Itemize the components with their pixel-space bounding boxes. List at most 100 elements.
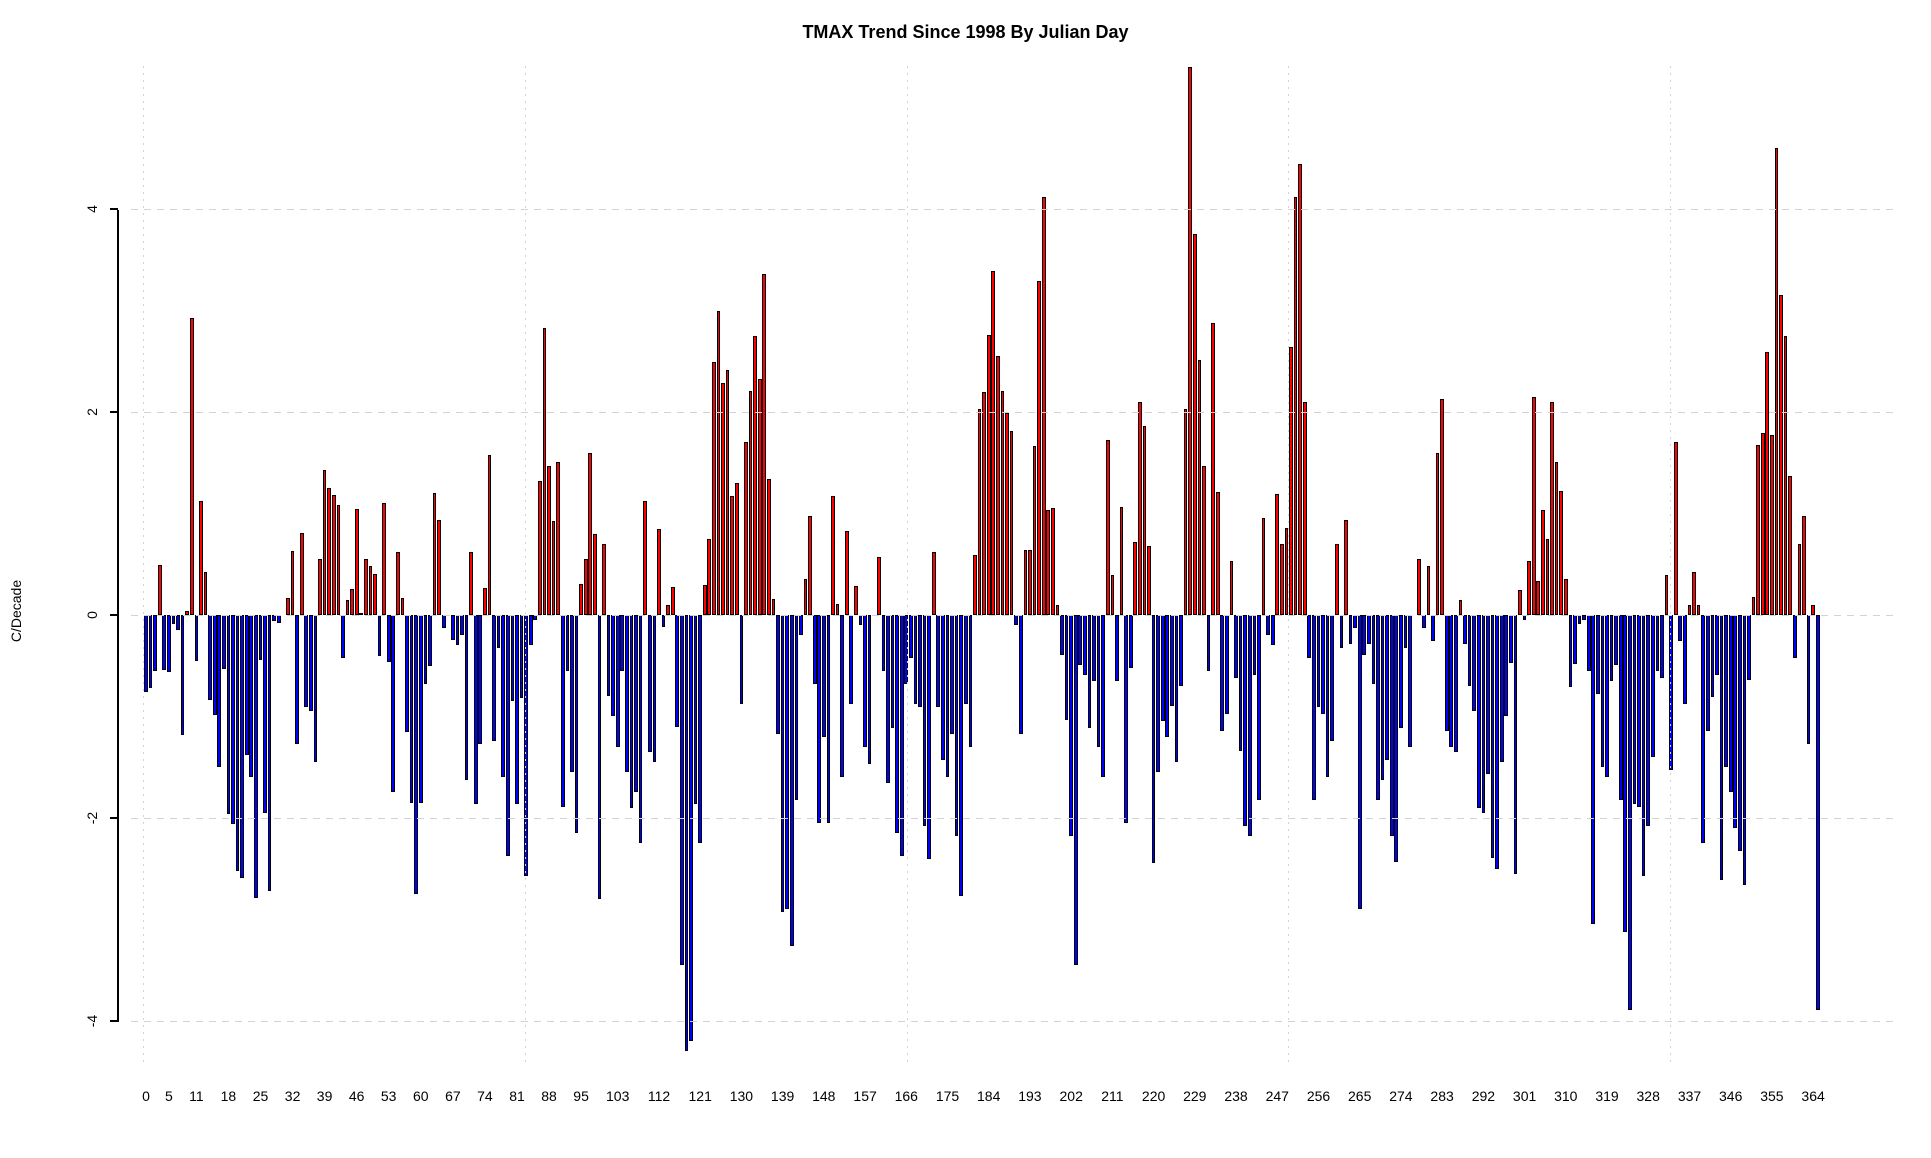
bar bbox=[789, 615, 794, 946]
bar bbox=[1705, 615, 1710, 731]
bar bbox=[354, 508, 359, 615]
gridline-h bbox=[131, 615, 1895, 616]
bar bbox=[1550, 402, 1554, 615]
bar bbox=[1792, 615, 1797, 658]
bar bbox=[1394, 615, 1399, 863]
bar bbox=[1403, 615, 1408, 649]
y-tick-label: -4 bbox=[84, 1014, 100, 1027]
bar bbox=[808, 515, 812, 615]
bar bbox=[776, 615, 780, 734]
bar bbox=[1760, 433, 1765, 615]
bar bbox=[611, 615, 615, 717]
bar bbox=[712, 361, 716, 615]
x-tick-label: 112 bbox=[647, 1088, 671, 1104]
bar bbox=[208, 615, 212, 701]
bar bbox=[1321, 615, 1325, 715]
bar bbox=[483, 587, 487, 615]
bar bbox=[1215, 492, 1220, 615]
bar bbox=[725, 369, 730, 615]
bar bbox=[950, 615, 954, 734]
bar bbox=[1032, 445, 1037, 615]
bar bbox=[1174, 615, 1179, 763]
bar bbox=[1765, 352, 1770, 615]
bar bbox=[1371, 615, 1376, 684]
bar bbox=[963, 615, 968, 705]
x-tick-label: 88 bbox=[541, 1088, 557, 1104]
x-tick-label: 301 bbox=[1512, 1088, 1537, 1104]
bar bbox=[423, 615, 428, 684]
bar bbox=[487, 454, 492, 615]
bar bbox=[304, 615, 309, 708]
bar bbox=[629, 615, 634, 808]
bar bbox=[363, 559, 368, 615]
bar bbox=[767, 479, 771, 615]
gridline-h bbox=[131, 412, 1895, 414]
bar bbox=[331, 495, 336, 615]
bar bbox=[996, 356, 1000, 615]
bar bbox=[684, 615, 689, 1052]
bar bbox=[1600, 615, 1605, 768]
bar bbox=[1362, 615, 1367, 655]
bar bbox=[428, 615, 432, 666]
bar bbox=[1655, 615, 1660, 671]
bar bbox=[1330, 615, 1335, 741]
bar bbox=[1183, 409, 1188, 615]
bar bbox=[267, 615, 272, 891]
bar bbox=[574, 615, 579, 833]
bar bbox=[249, 615, 254, 778]
bar bbox=[757, 378, 762, 615]
bar bbox=[492, 615, 496, 741]
bar bbox=[1284, 527, 1289, 615]
bar bbox=[730, 496, 735, 615]
bar bbox=[625, 615, 629, 773]
bar bbox=[1170, 615, 1174, 707]
bar bbox=[318, 559, 322, 615]
bar bbox=[1802, 515, 1806, 615]
bar bbox=[1234, 615, 1238, 678]
bar bbox=[1220, 615, 1225, 731]
bar bbox=[538, 481, 542, 615]
bar bbox=[1192, 233, 1197, 615]
bar bbox=[235, 615, 240, 871]
bar bbox=[570, 615, 574, 773]
y-tick-label: 2 bbox=[84, 408, 100, 417]
y-axis-tick bbox=[110, 1019, 118, 1022]
bar bbox=[1435, 452, 1440, 615]
bar bbox=[1279, 544, 1284, 615]
x-tick-label: 74 bbox=[477, 1088, 493, 1104]
bar bbox=[1678, 615, 1683, 642]
x-tick-label: 67 bbox=[445, 1088, 461, 1104]
bar bbox=[1138, 402, 1142, 615]
bar bbox=[1211, 322, 1215, 615]
bar bbox=[689, 615, 693, 1041]
bar bbox=[1316, 615, 1321, 708]
bar bbox=[1554, 461, 1559, 615]
bar bbox=[1357, 615, 1362, 910]
bar bbox=[1385, 615, 1390, 760]
x-tick-label: 175 bbox=[935, 1088, 960, 1104]
bar bbox=[185, 610, 190, 615]
bar bbox=[1742, 615, 1747, 885]
bar bbox=[1261, 517, 1266, 615]
bar bbox=[1449, 615, 1454, 747]
bar bbox=[1339, 615, 1344, 649]
bar bbox=[1618, 615, 1623, 800]
x-tick-label: 53 bbox=[380, 1088, 397, 1104]
bar bbox=[451, 615, 455, 641]
bar bbox=[638, 615, 643, 844]
bar bbox=[1536, 580, 1541, 615]
x-tick-label: 247 bbox=[1265, 1088, 1289, 1104]
bar bbox=[1037, 281, 1041, 615]
bar bbox=[556, 461, 561, 615]
bar bbox=[437, 519, 441, 615]
bar bbox=[1151, 615, 1156, 864]
bar bbox=[1637, 615, 1641, 807]
bar bbox=[1499, 615, 1504, 763]
bar bbox=[1252, 615, 1257, 675]
bar bbox=[1770, 434, 1774, 615]
bar bbox=[1596, 615, 1600, 695]
bar bbox=[542, 328, 547, 615]
bar bbox=[1454, 615, 1458, 752]
bar bbox=[831, 496, 835, 615]
bar bbox=[1673, 441, 1678, 615]
